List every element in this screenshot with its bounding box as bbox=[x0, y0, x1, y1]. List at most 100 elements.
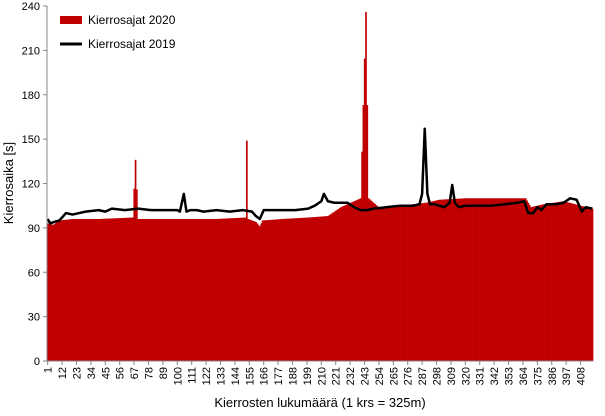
bar bbox=[407, 204, 409, 361]
bar bbox=[202, 219, 205, 361]
bar bbox=[396, 206, 399, 361]
bar bbox=[333, 211, 336, 361]
bar bbox=[65, 219, 67, 361]
bar bbox=[125, 217, 128, 361]
x-axis-title: Kierrosten lukumäärä (1 krs = 325m) bbox=[214, 395, 425, 410]
bar bbox=[511, 198, 514, 361]
bar bbox=[335, 210, 337, 361]
bar bbox=[79, 219, 82, 361]
bar bbox=[538, 205, 540, 361]
bar bbox=[324, 216, 327, 361]
bar bbox=[164, 219, 167, 361]
bar bbox=[269, 219, 272, 361]
bar bbox=[181, 219, 184, 361]
bar bbox=[67, 219, 70, 361]
bar bbox=[384, 208, 387, 361]
bar bbox=[541, 204, 544, 361]
bar bbox=[506, 198, 509, 361]
legend: Kierrosajat 2020 Kierrosajat 2019 bbox=[60, 13, 176, 51]
bar bbox=[119, 218, 121, 361]
bar bbox=[189, 219, 192, 361]
bar bbox=[151, 219, 154, 361]
bar bbox=[544, 204, 547, 361]
x-tick-label: 265 bbox=[388, 367, 400, 385]
bar bbox=[48, 223, 50, 361]
bar bbox=[82, 219, 85, 361]
bar bbox=[380, 208, 383, 361]
bar bbox=[105, 218, 108, 361]
bar bbox=[153, 219, 155, 361]
bar bbox=[443, 199, 446, 361]
bar bbox=[359, 198, 362, 361]
bar bbox=[225, 218, 227, 361]
bar bbox=[501, 198, 504, 361]
bar bbox=[341, 206, 344, 361]
bar bbox=[104, 218, 107, 361]
bar bbox=[247, 219, 249, 361]
bar bbox=[294, 218, 297, 361]
y-tick-labels: 0 30 60 90 120 150 180 210 240 bbox=[22, 1, 40, 368]
bar bbox=[177, 219, 180, 361]
bar bbox=[328, 215, 331, 361]
bar bbox=[99, 218, 102, 361]
x-tick-label: 232 bbox=[345, 367, 357, 385]
bar bbox=[219, 218, 222, 361]
x-tick-label: 23 bbox=[71, 367, 83, 379]
bar bbox=[289, 218, 291, 361]
bar bbox=[265, 220, 268, 361]
bar bbox=[464, 198, 467, 361]
bar bbox=[113, 218, 116, 361]
bar bbox=[75, 219, 78, 361]
y-tick-label: 120 bbox=[22, 179, 40, 191]
bar bbox=[226, 218, 229, 361]
bar bbox=[422, 203, 425, 361]
bar bbox=[573, 203, 576, 361]
bar bbox=[90, 219, 92, 361]
bar bbox=[517, 198, 519, 361]
x-tick-label: 34 bbox=[86, 367, 98, 379]
bar bbox=[562, 201, 565, 361]
bar bbox=[256, 223, 259, 361]
bar bbox=[191, 219, 193, 361]
bar bbox=[507, 198, 510, 361]
bar bbox=[498, 198, 501, 361]
bar bbox=[223, 218, 226, 361]
bar bbox=[413, 204, 416, 361]
x-tick-label: 177 bbox=[273, 367, 285, 385]
bar bbox=[185, 219, 188, 361]
bar bbox=[103, 218, 105, 361]
bar bbox=[122, 217, 125, 361]
bar bbox=[287, 218, 290, 361]
bar bbox=[356, 200, 358, 361]
x-tick-label: 386 bbox=[547, 367, 559, 385]
bar bbox=[448, 199, 451, 361]
bar bbox=[306, 217, 308, 361]
x-tick-label: 45 bbox=[100, 367, 112, 379]
bar bbox=[286, 218, 289, 361]
bar bbox=[311, 217, 314, 361]
bar bbox=[214, 219, 217, 361]
bar bbox=[206, 219, 209, 361]
bar bbox=[428, 202, 430, 361]
bar bbox=[489, 198, 492, 361]
x-tick-label: 397 bbox=[561, 367, 573, 385]
bar bbox=[510, 198, 513, 361]
x-tick-label: 12 bbox=[57, 367, 69, 379]
x-tick-label: 353 bbox=[504, 367, 516, 385]
bar bbox=[115, 218, 117, 361]
bar bbox=[143, 219, 146, 361]
bar bbox=[222, 218, 225, 361]
bar bbox=[329, 214, 332, 361]
x-tick-label: 320 bbox=[460, 367, 472, 385]
bar bbox=[217, 218, 219, 361]
bar bbox=[120, 218, 122, 361]
bar bbox=[124, 217, 126, 361]
bar bbox=[112, 218, 115, 361]
bar bbox=[531, 206, 534, 361]
bar bbox=[66, 219, 69, 361]
bar bbox=[411, 204, 413, 361]
bar bbox=[502, 198, 505, 361]
bar bbox=[316, 216, 319, 361]
bar bbox=[318, 216, 320, 361]
bar bbox=[78, 219, 81, 361]
